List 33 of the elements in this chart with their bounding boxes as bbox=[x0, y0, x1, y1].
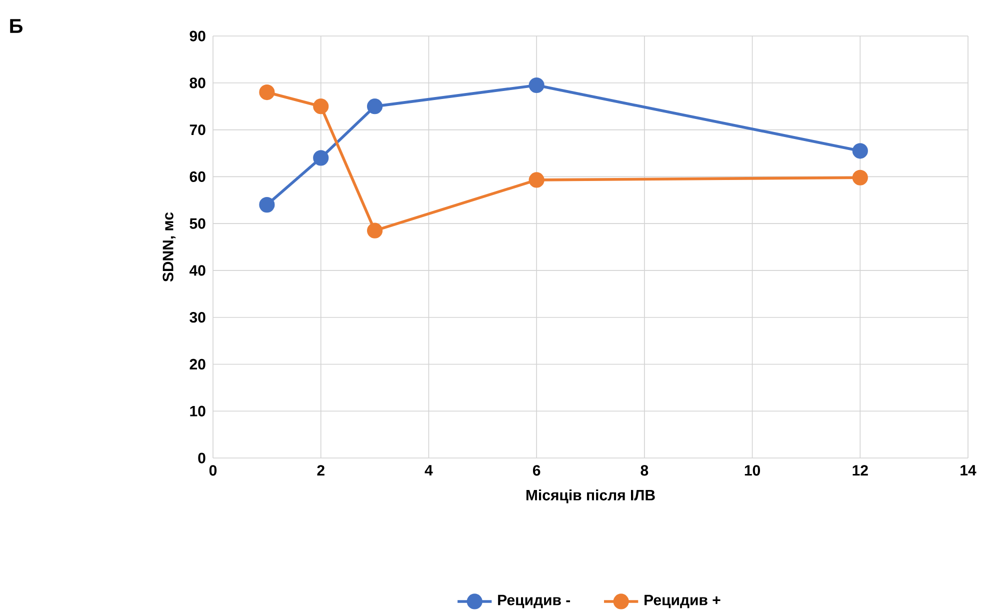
y-axis-title: SDNN, мс bbox=[162, 212, 176, 282]
point bbox=[852, 143, 868, 159]
x-tick-label: 0 bbox=[209, 465, 217, 476]
x-tick-label: 12 bbox=[852, 465, 868, 476]
y-tick-label: 50 bbox=[190, 218, 206, 229]
point bbox=[366, 98, 383, 114]
point bbox=[366, 222, 383, 238]
point bbox=[259, 84, 275, 100]
point bbox=[313, 98, 329, 114]
y-tick-label: 20 bbox=[190, 358, 206, 370]
point bbox=[259, 196, 275, 213]
text: Б bbox=[10, 19, 22, 33]
point bbox=[313, 150, 329, 166]
y-tick-label: 40 bbox=[189, 265, 206, 276]
y-tick-label: 90 bbox=[190, 30, 206, 42]
x-tick-label: 10 bbox=[744, 465, 760, 476]
point bbox=[528, 77, 544, 93]
x-tick-label: 2 bbox=[317, 465, 324, 476]
legend-label: Рецидив + bbox=[644, 594, 720, 608]
y-tick-label: 0 bbox=[198, 452, 206, 464]
legend-label: Рецидив - bbox=[498, 594, 570, 608]
x-tick-label: 4 bbox=[424, 465, 433, 476]
y-tick-label: 30 bbox=[190, 312, 206, 323]
x-axis-title: Місяців після ІЛВ bbox=[526, 489, 655, 504]
point bbox=[528, 172, 544, 188]
point bbox=[852, 170, 868, 186]
y-tick-label: 10 bbox=[190, 406, 206, 416]
x-tick-label: 14 bbox=[960, 465, 976, 476]
x-tick-label: 6 bbox=[532, 465, 540, 476]
y-tick-label: 60 bbox=[190, 171, 206, 182]
y-tick-label: 70 bbox=[190, 124, 206, 136]
y-tick-label: 80 bbox=[190, 78, 206, 88]
x-tick-label: 8 bbox=[640, 465, 648, 476]
